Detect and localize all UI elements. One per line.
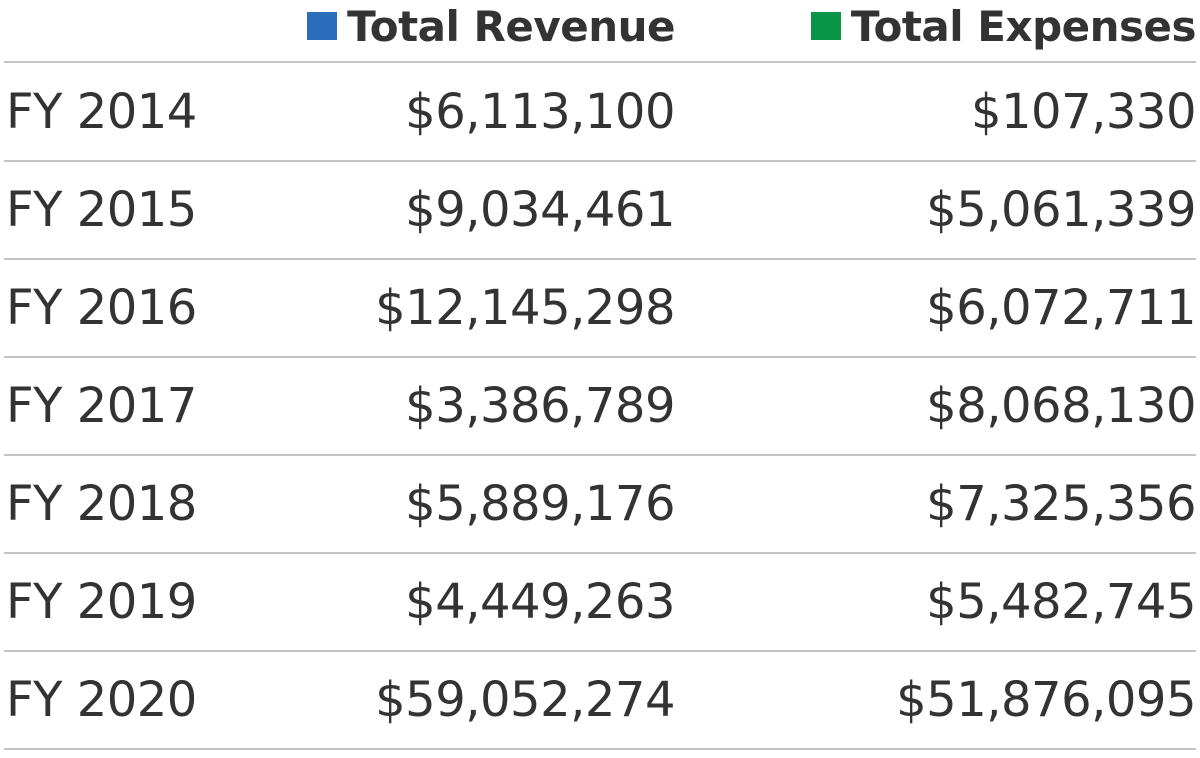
expenses-value: $5,482,745: [926, 574, 1196, 630]
row-label: FY 2018: [6, 476, 197, 532]
table-row: FY 2015 $9,034,461 $5,061,339: [0, 161, 1200, 260]
expenses-value: $6,072,711: [926, 280, 1196, 336]
table-row: FY 2019 $4,449,263 $5,482,745: [0, 553, 1200, 652]
revenue-value: $4,449,263: [405, 574, 675, 630]
expenses-value: $51,876,095: [896, 672, 1196, 728]
row-divider: [4, 160, 1196, 162]
revenue-legend-swatch: [307, 12, 338, 40]
revenue-value: $59,052,274: [375, 672, 675, 728]
revenue-value: $5,889,176: [405, 476, 675, 532]
row-label: FY 2014: [6, 84, 197, 140]
header-total-revenue-label: Total Revenue: [347, 1, 675, 51]
revenue-value: $6,113,100: [405, 84, 675, 140]
row-label: FY 2019: [6, 574, 197, 630]
table-header: Total Revenue Total Expenses: [0, 0, 1200, 60]
table-row: FY 2017 $3,386,789 $8,068,130: [0, 357, 1200, 456]
expenses-value: $7,325,356: [926, 476, 1196, 532]
table-row: FY 2014 $6,113,100 $107,330: [0, 63, 1200, 162]
row-label: FY 2020: [6, 672, 197, 728]
row-divider: [4, 356, 1196, 358]
row-divider: [4, 748, 1196, 750]
row-label: FY 2016: [6, 280, 197, 336]
row-label: FY 2017: [6, 378, 197, 434]
row-divider: [4, 258, 1196, 260]
table-row: FY 2018 $5,889,176 $7,325,356: [0, 455, 1200, 554]
row-divider: [4, 454, 1196, 456]
expenses-value: $5,061,339: [926, 182, 1196, 238]
expenses-legend-swatch: [810, 12, 841, 40]
revenue-value: $12,145,298: [375, 280, 675, 336]
row-divider: [4, 552, 1196, 554]
table-row: FY 2016 $12,145,298 $6,072,711: [0, 259, 1200, 358]
revenue-value: $3,386,789: [405, 378, 675, 434]
header-divider: [4, 61, 1196, 63]
table-row: FY 2020 $59,052,274 $51,876,095: [0, 651, 1200, 750]
revenue-value: $9,034,461: [405, 182, 675, 238]
row-label: FY 2015: [6, 182, 197, 238]
header-total-expenses-label: Total Expenses: [850, 1, 1197, 51]
row-divider: [4, 650, 1196, 652]
expenses-value: $107,330: [970, 84, 1197, 140]
expenses-value: $8,068,130: [926, 378, 1196, 434]
header-total-revenue: Total Revenue: [307, 0, 675, 52]
header-total-expenses: Total Expenses: [810, 0, 1197, 52]
